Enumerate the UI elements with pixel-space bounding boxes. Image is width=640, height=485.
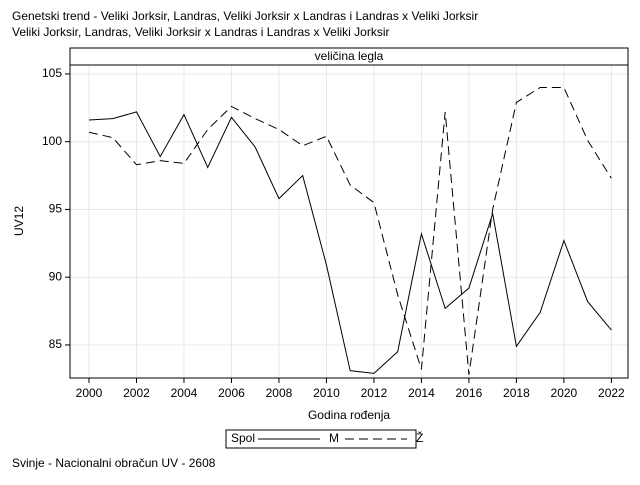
y-tick-label: 85 bbox=[49, 337, 63, 351]
plot-frame bbox=[69, 64, 629, 379]
legend-title: Spol bbox=[231, 431, 255, 445]
x-tick-label: 2016 bbox=[456, 386, 483, 400]
x-tick-label: 2008 bbox=[266, 386, 293, 400]
x-tick-label: 2012 bbox=[361, 386, 388, 400]
panel-label: veličina legla bbox=[315, 49, 384, 63]
x-tick-label: 2000 bbox=[76, 386, 103, 400]
y-tick-label: 95 bbox=[49, 202, 63, 216]
x-tick-label: 2010 bbox=[313, 386, 340, 400]
chart-title: Veliki Jorksir, Landras, Veliki Jorksir … bbox=[12, 25, 389, 39]
footnote: Svinje - Nacionalni obračun UV - 2608 bbox=[12, 456, 216, 470]
x-tick-label: 2004 bbox=[171, 386, 198, 400]
x-tick-label: 2006 bbox=[218, 386, 245, 400]
legend bbox=[225, 429, 417, 449]
y-tick-label: 90 bbox=[49, 269, 63, 283]
y-axis-label: UV12 bbox=[12, 206, 26, 236]
legend-label: Ž bbox=[416, 430, 423, 445]
x-tick-label: 2018 bbox=[503, 386, 530, 400]
x-tick-label: 2020 bbox=[551, 386, 578, 400]
x-axis-label: Godina rođenja bbox=[308, 408, 390, 422]
legend-label: M bbox=[329, 431, 339, 445]
x-tick-label: 2014 bbox=[408, 386, 435, 400]
y-tick-label: 105 bbox=[42, 66, 62, 80]
series-line bbox=[88, 111, 612, 374]
series-line bbox=[88, 86, 612, 375]
chart-title: Genetski trend - Veliki Jorksir, Landras… bbox=[12, 9, 478, 23]
x-tick-label: 2022 bbox=[598, 386, 625, 400]
y-tick-label: 100 bbox=[42, 134, 62, 148]
x-tick-label: 2002 bbox=[123, 386, 150, 400]
